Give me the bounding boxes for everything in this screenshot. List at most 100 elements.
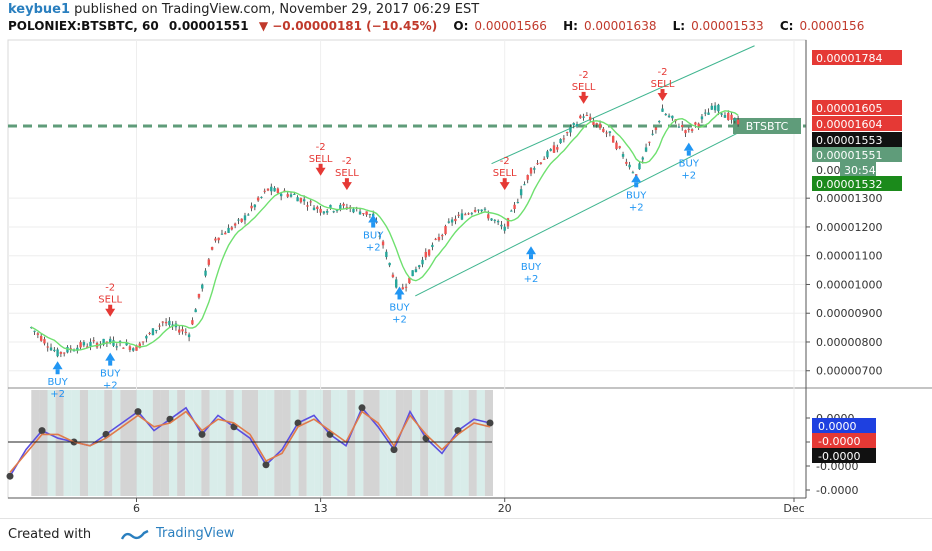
osc-bg-band <box>241 390 250 496</box>
sell-count: -2 <box>316 142 326 153</box>
candle-body <box>526 175 529 180</box>
candle-body <box>358 211 362 215</box>
candle-body <box>365 211 368 215</box>
buy-label: BUY <box>47 377 68 388</box>
osc-price-label-box <box>812 448 876 463</box>
osc-bg-band <box>217 390 226 496</box>
candle-body <box>161 321 164 323</box>
osc-pivot-dot <box>6 472 14 480</box>
candle-body <box>424 251 427 258</box>
buy-count: +2 <box>524 274 539 285</box>
candle-body <box>562 138 566 140</box>
osc-bg-band <box>250 390 259 496</box>
osc-bg-band <box>314 390 323 496</box>
price-label: 30:54 <box>844 164 876 177</box>
candle-body <box>385 251 388 258</box>
candle-body <box>319 208 322 213</box>
candle-body <box>677 126 681 128</box>
buy-arrow-stem <box>634 182 639 188</box>
buy-arrow-icon <box>52 361 63 370</box>
candle-body <box>72 350 76 352</box>
price-label-box <box>812 147 902 162</box>
candle-body <box>233 223 237 226</box>
low-value: 0.00001533 <box>691 19 764 33</box>
x-tick-label: Dec <box>783 502 804 515</box>
candle-body <box>299 197 303 203</box>
price-label-box <box>812 116 902 131</box>
candle-body <box>181 329 184 332</box>
candle-body <box>651 133 654 135</box>
channel-upper <box>491 45 755 165</box>
candle-body <box>546 151 549 158</box>
author-link[interactable]: keybue1 <box>8 2 71 17</box>
y-tick-label: 0.00001200 <box>816 221 882 234</box>
candle-body <box>224 232 227 235</box>
osc-bg-band <box>88 390 97 496</box>
candle-body <box>322 211 326 214</box>
y-tick-label: 0.00000700 <box>816 365 882 378</box>
candle-body <box>368 213 372 215</box>
buy-label: BUY <box>626 190 647 201</box>
candle-body <box>49 347 53 351</box>
candle-body <box>158 325 161 327</box>
osc-bg-band <box>331 390 340 496</box>
osc-pivot-dot <box>134 408 142 416</box>
sell-arrow-icon <box>315 167 326 176</box>
candle-body <box>720 113 723 115</box>
candle-body <box>115 346 118 348</box>
candle-body <box>661 108 664 112</box>
candle-body <box>286 194 289 197</box>
candle-body <box>519 189 523 196</box>
osc-bg-band <box>160 390 169 496</box>
axes: 0.00000700 0.00000800 0.00000900 0.00001000… <box>8 40 882 515</box>
tradingview-logo-icon[interactable] <box>120 528 150 542</box>
osc-bg-band <box>47 390 56 496</box>
candle-body <box>559 138 562 144</box>
candle-body <box>621 154 625 157</box>
osc-bg-band <box>403 390 412 496</box>
candle-body <box>164 321 168 324</box>
candle-body <box>253 204 257 208</box>
candle-body <box>381 241 385 246</box>
candle-body <box>230 227 234 230</box>
candle-body <box>575 123 579 127</box>
sell-arrow-stem <box>344 178 349 184</box>
candle-body <box>184 331 188 333</box>
change-text: ▼ −0.00000181 (−10.45%) <box>258 19 438 33</box>
buy-arrow-icon <box>631 174 642 183</box>
candle-body <box>342 203 345 206</box>
candle-body <box>56 349 59 357</box>
tradingview-brand[interactable]: TradingView <box>156 526 235 541</box>
candle-body <box>638 163 641 170</box>
candle-body <box>625 161 628 164</box>
candle-body <box>654 127 658 131</box>
candle-body <box>658 121 661 123</box>
sell-arrow-icon <box>657 93 668 102</box>
osc-pivot-dot <box>390 446 398 454</box>
x-tick-label: 20 <box>498 502 512 515</box>
candle-body <box>490 218 493 221</box>
candle-body <box>62 352 66 354</box>
osc-bg-band <box>298 390 307 496</box>
osc-bg-band <box>112 390 121 496</box>
candle-body <box>82 342 86 346</box>
osc-bg-band <box>177 390 186 496</box>
published-text: published on TradingView.com, November 2… <box>74 2 480 17</box>
moving-average-line <box>30 110 739 351</box>
price-label: 0.00001553 <box>816 134 882 147</box>
candle-body <box>171 324 174 327</box>
osc-bg-band <box>193 390 202 496</box>
candle-body <box>454 218 457 222</box>
symbol-label: BTSBTC <box>746 120 789 133</box>
osc-bg-band <box>322 390 331 496</box>
candle-body <box>516 202 520 204</box>
buy-arrow-stem <box>371 222 376 228</box>
sell-count: -2 <box>500 156 510 167</box>
candle-body <box>273 187 276 192</box>
osc-lines <box>6 404 494 480</box>
candle-body <box>664 114 667 116</box>
sell-label: SELL <box>493 168 517 179</box>
buy-arrow-icon <box>105 352 116 361</box>
x-tick-label: 13 <box>314 502 328 515</box>
high-value: 0.00001638 <box>583 19 657 33</box>
